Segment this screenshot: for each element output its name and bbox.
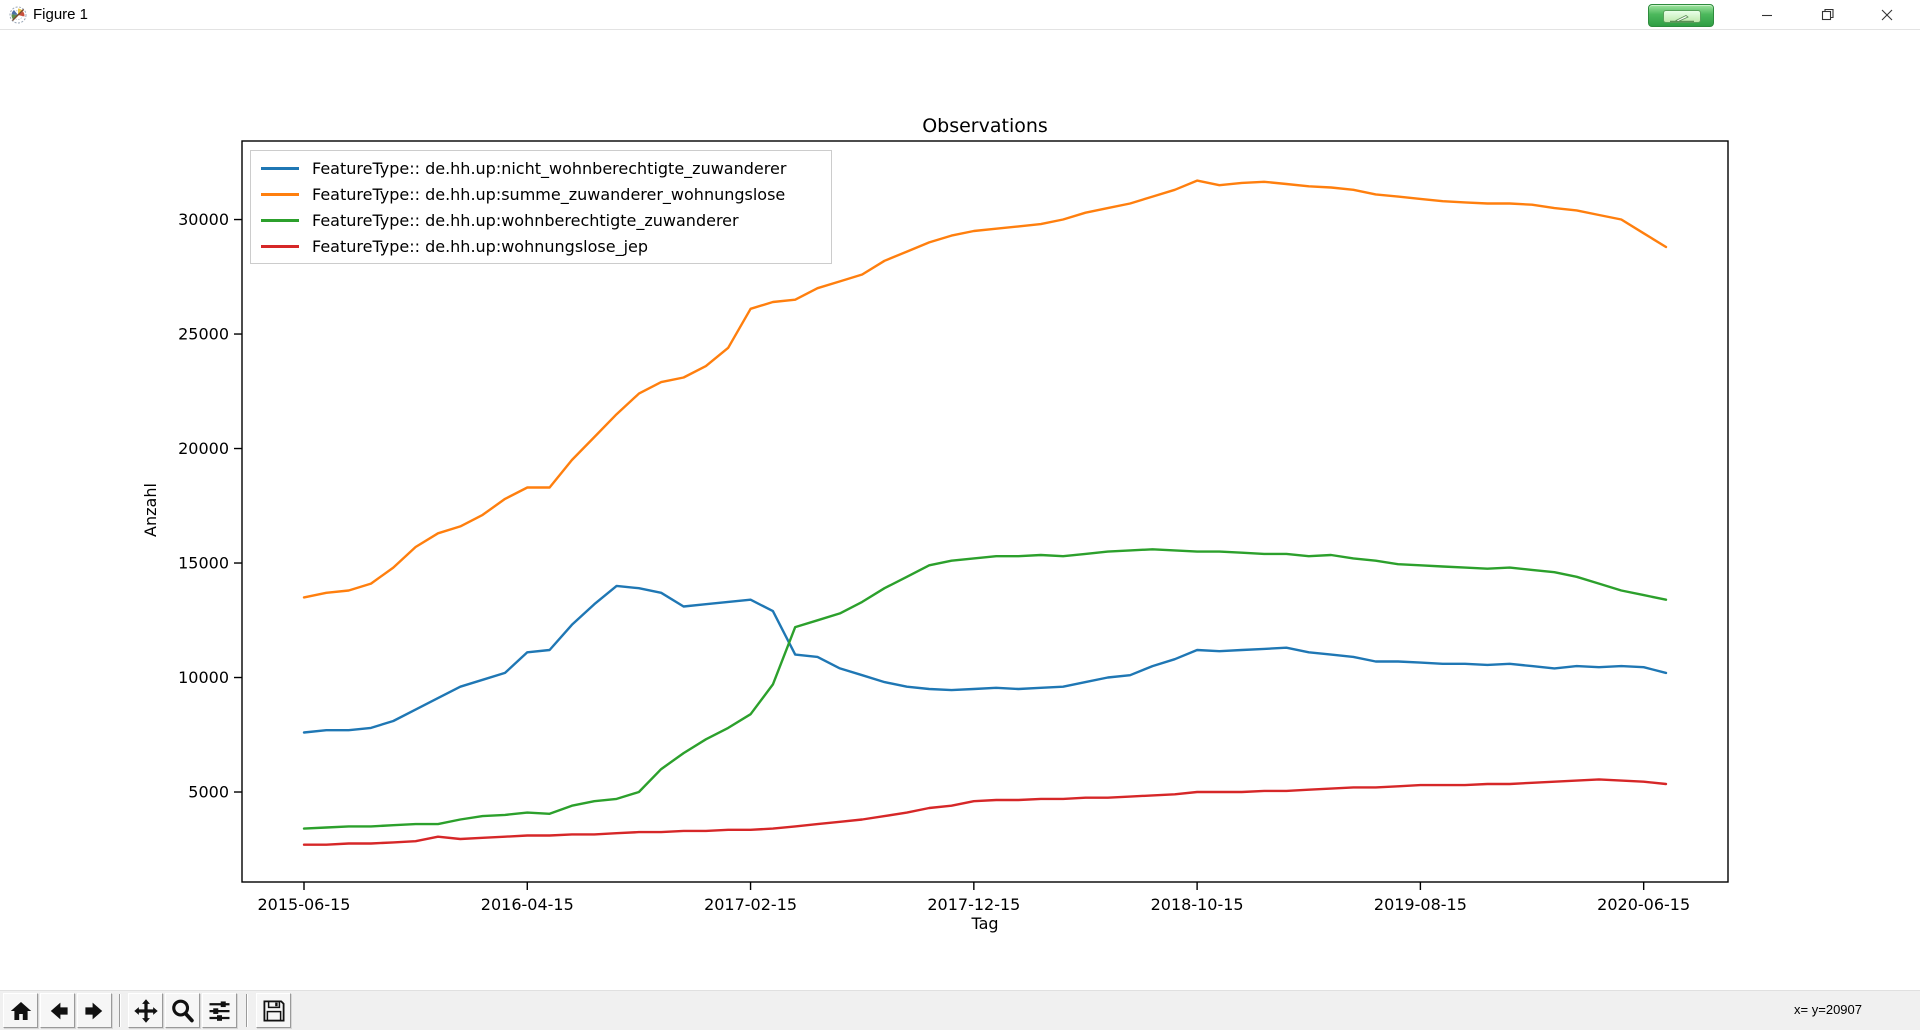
legend-line-swatch <box>261 192 299 196</box>
minimize-button[interactable] <box>1744 0 1790 29</box>
series-line-0 <box>302 584 1668 734</box>
y-tick-label: 20000 <box>178 439 229 458</box>
x-tick-label: 2016-04-15 <box>481 895 574 914</box>
y-tick-label: 15000 <box>178 554 229 573</box>
close-icon <box>1881 9 1893 20</box>
matplotlib-app-icon <box>9 6 27 24</box>
window-title: Figure 1 <box>33 6 89 23</box>
legend-entry: FeatureType:: de.hh.up:summe_zuwanderer_… <box>251 181 831 207</box>
minimize-icon <box>1762 14 1772 16</box>
legend-label: FeatureType:: de.hh.up:summe_zuwanderer_… <box>312 184 786 204</box>
home-button[interactable] <box>3 993 38 1028</box>
y-axis-label: Anzahl <box>141 483 160 537</box>
legend: FeatureType:: de.hh.up:nicht_wohnberecht… <box>250 150 832 264</box>
save-button[interactable] <box>256 993 291 1028</box>
y-tick-label: 10000 <box>178 668 229 687</box>
pan-button[interactable] <box>128 993 163 1028</box>
move-icon <box>133 998 158 1023</box>
magnifier-icon <box>172 999 194 1023</box>
annotate-overlay-button[interactable] <box>1648 4 1714 27</box>
y-tick-label: 25000 <box>178 325 229 344</box>
configure-subplots-button[interactable] <box>202 993 237 1028</box>
legend-label: FeatureType:: de.hh.up:nicht_wohnberecht… <box>312 158 787 178</box>
forward-button[interactable] <box>77 993 112 1028</box>
legend-entry: FeatureType:: de.hh.up:nicht_wohnberecht… <box>251 155 831 181</box>
restore-icon <box>1821 8 1834 21</box>
close-button[interactable] <box>1864 0 1910 29</box>
legend-label: FeatureType:: de.hh.up:wohnberechtigte_z… <box>312 210 739 230</box>
pen-icon <box>1663 10 1701 23</box>
legend-label: FeatureType:: de.hh.up:wohnungslose_jep <box>312 236 649 256</box>
x-tick-label: 2017-12-15 <box>927 895 1020 914</box>
x-tick-label: 2018-10-15 <box>1151 895 1244 914</box>
matplotlib-toolbar: x= y=20907 <box>0 990 1920 1030</box>
x-axis-label: Tag <box>971 914 999 933</box>
toolbar-separator <box>119 994 121 1027</box>
series-line-2 <box>302 548 1668 830</box>
titlebar: Figure 1 <box>0 0 1920 30</box>
series-line-1 <box>302 179 1668 599</box>
arrow-right-icon <box>84 1002 102 1019</box>
legend-line-swatch <box>261 244 299 248</box>
legend-line-swatch <box>261 166 299 170</box>
home-icon <box>10 1001 31 1020</box>
y-tick-label: 5000 <box>188 783 229 802</box>
back-button[interactable] <box>40 993 75 1028</box>
plot-canvas[interactable]: 5000 10000 15000 20000 25000 30000 2015-06-15 2… <box>0 30 1920 990</box>
chart-title: Observations <box>922 115 1048 137</box>
x-tick-label: 2020-06-15 <box>1597 895 1690 914</box>
legend-entry: FeatureType:: de.hh.up:wohnberechtigte_z… <box>251 207 831 233</box>
sliders-icon <box>209 1001 230 1021</box>
x-tick-label: 2019-08-15 <box>1374 895 1467 914</box>
x-tick-label: 2017-02-15 <box>704 895 797 914</box>
zoom-rect-button[interactable] <box>165 993 200 1028</box>
legend-entry: FeatureType:: de.hh.up:wohnungslose_jep <box>251 233 831 259</box>
cursor-position-readout: x= y=20907 <box>1794 1002 1862 1017</box>
series-line-3 <box>302 778 1668 846</box>
axes-frame <box>241 140 1729 883</box>
floppy-icon <box>263 1000 284 1021</box>
toolbar-separator <box>246 994 248 1027</box>
x-tick-label: 2015-06-15 <box>258 895 351 914</box>
arrow-left-icon <box>50 1002 68 1019</box>
y-tick-label: 30000 <box>178 210 229 229</box>
maximize-restore-button[interactable] <box>1804 0 1850 29</box>
legend-line-swatch <box>261 218 299 222</box>
figure-canvas-area[interactable]: 5000 10000 15000 20000 25000 30000 2015-06-15 2… <box>0 30 1920 990</box>
